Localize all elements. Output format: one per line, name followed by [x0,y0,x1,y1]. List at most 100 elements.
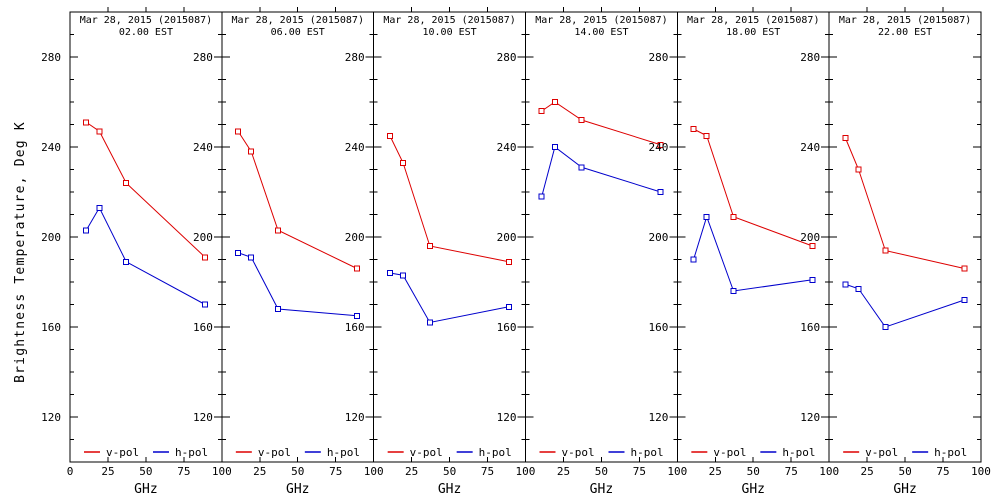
x-tick-label: 75 [177,465,190,478]
y-tick-label: 160 [800,321,820,334]
data-marker-h-pol [386,270,393,276]
series-line-v-pol [85,121,206,258]
data-marker-h-pol [690,256,697,263]
series-line-h-pol [237,252,358,317]
data-marker-h-pol [426,319,433,326]
series-line-v-pol [389,135,509,263]
data-marker-v-pol [83,119,90,126]
data-marker-v-pol [690,126,697,132]
legend-hpol-label: h-pol [934,446,967,459]
x-tick-label: 25 [860,465,873,478]
data-marker-h-pol [551,144,558,150]
y-tick-label: 240 [648,141,668,154]
panel-title-date: Mar 28, 2015 (2015087) [232,15,364,26]
legend-vpol-label: v-pol [865,446,898,459]
x-tick-label: 25 [253,465,266,478]
y-tick-label: 200 [345,231,365,244]
data-marker-v-pol [882,247,889,254]
x-tick-label: 25 [405,465,418,478]
legend-hpol-label: h-pol [782,446,815,459]
series-line-h-pol [693,215,813,292]
panel-title-date: Mar 28, 2015 (2015087) [383,15,515,26]
x-tick-label: 50 [291,465,304,478]
data-marker-v-pol [855,166,862,173]
legend-vpol-label: v-pol [410,446,443,459]
panel-title-date: Mar 28, 2015 (2015087) [80,15,212,26]
y-tick-label: 280 [648,51,668,64]
data-marker-h-pol [961,297,968,303]
x-tick-label: 50 [139,465,152,478]
x-axis-unit-label: GHz [286,482,309,497]
panel-title-date: Mar 28, 2015 (2015087) [687,15,819,26]
data-marker-v-pol [353,265,360,272]
legend-hpol-label: h-pol [479,446,512,459]
data-marker-h-pol [855,285,862,292]
x-tick-label: 25 [557,465,570,478]
x-axis-unit-label: GHz [438,482,461,497]
x-axis-unit-label: GHz [893,482,916,497]
x-tick-label: 75 [481,465,494,478]
x-tick-label: 100 [364,465,384,478]
data-marker-v-pol [538,108,545,114]
x-tick-label: 100 [516,465,536,478]
data-marker-v-pol [202,254,209,261]
data-marker-v-pol [400,159,407,166]
data-marker-v-pol [961,265,968,272]
panel-frame [828,11,982,463]
data-marker-v-pol [809,243,816,249]
panel-title-time: 18.00 EST [726,27,780,38]
data-marker-h-pol [882,324,889,330]
data-marker-v-pol [426,243,433,249]
x-tick-label: 50 [595,465,608,478]
data-marker-v-pol [842,135,849,141]
y-tick-label: 120 [345,411,365,424]
x-tick-label: 25 [101,465,114,478]
y-tick-label: 200 [193,231,213,244]
series-line-h-pol [85,206,206,305]
y-tick-label: 200 [497,231,517,244]
y-tick-label: 240 [41,141,61,154]
x-tick-label: 75 [329,465,342,478]
data-marker-v-pol [235,128,242,135]
data-marker-v-pol [657,141,664,148]
data-marker-h-pol [96,204,103,211]
data-marker-h-pol [578,164,585,171]
y-tick-label: 160 [497,321,517,334]
series-line-v-pol [693,128,813,247]
y-tick-label: 200 [41,231,61,244]
y-tick-label: 120 [648,411,668,424]
legend-vpol-label: v-pol [258,446,291,459]
x-tick-label: 0 [67,465,74,478]
series-line-v-pol [844,137,965,269]
y-tick-label: 240 [345,141,365,154]
data-marker-h-pol [657,189,664,195]
data-marker-h-pol [123,258,130,265]
panel-title-time: 14.00 EST [574,27,628,38]
x-tick-label: 75 [785,465,798,478]
y-tick-label: 280 [41,51,61,64]
data-marker-v-pol [730,213,737,220]
x-axis-unit-label: GHz [590,482,613,497]
panel-title-date: Mar 28, 2015 (2015087) [839,15,971,26]
data-marker-h-pol [400,272,407,279]
y-tick-label: 200 [648,231,668,244]
y-axis-title: Brightness Temperature, Deg K [13,121,28,383]
y-tick-label: 120 [41,411,61,424]
x-tick-label: 100 [819,465,839,478]
data-marker-h-pol [248,254,255,261]
data-marker-h-pol [538,193,545,200]
y-tick-label: 280 [800,51,820,64]
legend-vpol-label: v-pol [713,446,746,459]
x-axis-unit-label: GHz [742,482,765,497]
series-line-h-pol [541,146,661,197]
panel-title-time: 22.00 EST [878,27,932,38]
data-marker-h-pol [505,303,512,310]
series-line-h-pol [845,283,965,328]
data-marker-v-pol [96,128,103,135]
data-marker-h-pol [202,301,209,308]
data-marker-h-pol [842,281,849,288]
series-line-h-pol [389,272,509,324]
panel-title-time: 10.00 EST [422,27,476,38]
